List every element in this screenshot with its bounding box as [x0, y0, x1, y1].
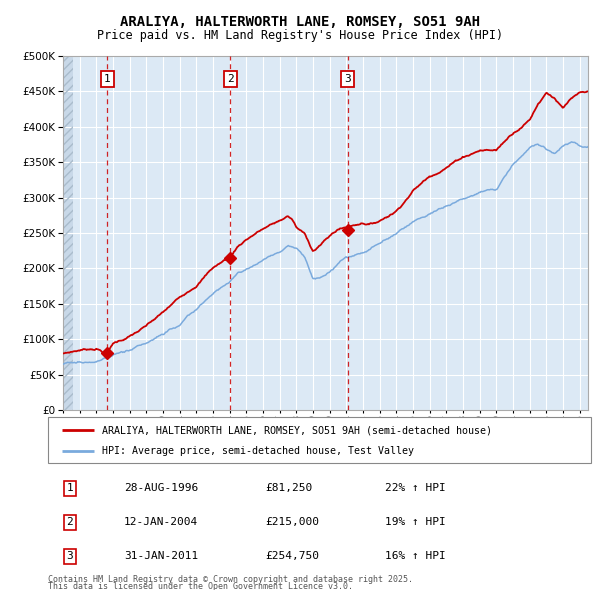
Text: HPI: Average price, semi-detached house, Test Valley: HPI: Average price, semi-detached house,…: [103, 446, 415, 456]
Text: 2: 2: [227, 74, 234, 84]
Text: 31-JAN-2011: 31-JAN-2011: [124, 551, 198, 561]
Text: 22% ↑ HPI: 22% ↑ HPI: [385, 483, 445, 493]
Text: ARALIYA, HALTERWORTH LANE, ROMSEY, SO51 9AH (semi-detached house): ARALIYA, HALTERWORTH LANE, ROMSEY, SO51 …: [103, 425, 493, 435]
Text: 2: 2: [67, 517, 73, 527]
Text: £81,250: £81,250: [265, 483, 313, 493]
Text: 19% ↑ HPI: 19% ↑ HPI: [385, 517, 445, 527]
Text: 1: 1: [67, 483, 73, 493]
Text: Contains HM Land Registry data © Crown copyright and database right 2025.: Contains HM Land Registry data © Crown c…: [48, 575, 413, 584]
Text: £215,000: £215,000: [265, 517, 319, 527]
Text: 12-JAN-2004: 12-JAN-2004: [124, 517, 198, 527]
FancyBboxPatch shape: [48, 417, 591, 463]
Text: 28-AUG-1996: 28-AUG-1996: [124, 483, 198, 493]
Text: £254,750: £254,750: [265, 551, 319, 561]
Bar: [63, 56, 73, 410]
Text: Price paid vs. HM Land Registry's House Price Index (HPI): Price paid vs. HM Land Registry's House …: [97, 29, 503, 42]
Text: ARALIYA, HALTERWORTH LANE, ROMSEY, SO51 9AH: ARALIYA, HALTERWORTH LANE, ROMSEY, SO51 …: [120, 15, 480, 30]
Text: 1: 1: [104, 74, 110, 84]
Text: This data is licensed under the Open Government Licence v3.0.: This data is licensed under the Open Gov…: [48, 582, 353, 590]
Text: 3: 3: [344, 74, 351, 84]
Bar: [63, 56, 73, 410]
Text: 16% ↑ HPI: 16% ↑ HPI: [385, 551, 445, 561]
Text: 3: 3: [67, 551, 73, 561]
